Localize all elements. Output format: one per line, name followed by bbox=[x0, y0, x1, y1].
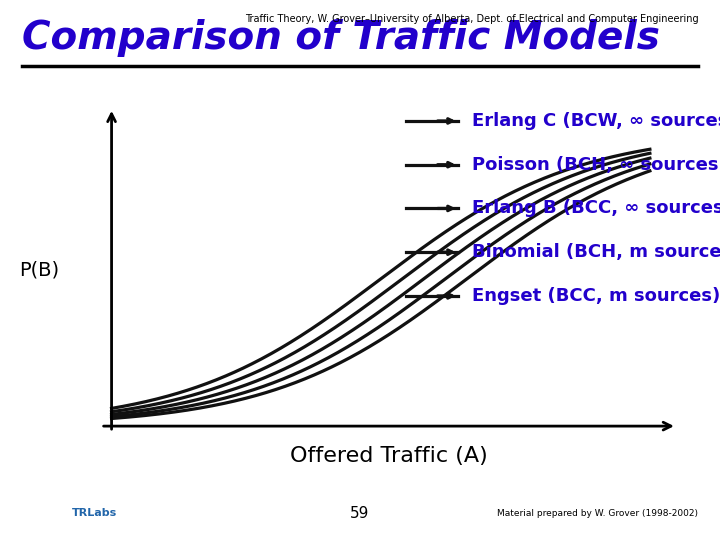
Text: Traffic Theory, W. Grover–University of Alberta, Dept. of Electrical and Compute: Traffic Theory, W. Grover–University of … bbox=[245, 14, 698, 24]
Text: P(B): P(B) bbox=[19, 260, 60, 280]
Text: Erlang B (BCC, ∞ sources): Erlang B (BCC, ∞ sources) bbox=[472, 199, 720, 218]
Text: Engset (BCC, m sources): Engset (BCC, m sources) bbox=[472, 287, 720, 305]
Text: TRLabs: TRLabs bbox=[72, 508, 117, 518]
Text: Material prepared by W. Grover (1998-2002): Material prepared by W. Grover (1998-200… bbox=[498, 509, 698, 517]
Text: Erlang C (BCW, ∞ sources): Erlang C (BCW, ∞ sources) bbox=[472, 112, 720, 130]
Text: Comparison of Traffic Models: Comparison of Traffic Models bbox=[22, 19, 660, 57]
Text: Offered Traffic (A): Offered Traffic (A) bbox=[290, 446, 487, 467]
Text: 59: 59 bbox=[351, 505, 369, 521]
Text: Binomial (BCH, m sources): Binomial (BCH, m sources) bbox=[472, 243, 720, 261]
Text: Poisson (BCH, ∞ sources): Poisson (BCH, ∞ sources) bbox=[472, 156, 720, 174]
